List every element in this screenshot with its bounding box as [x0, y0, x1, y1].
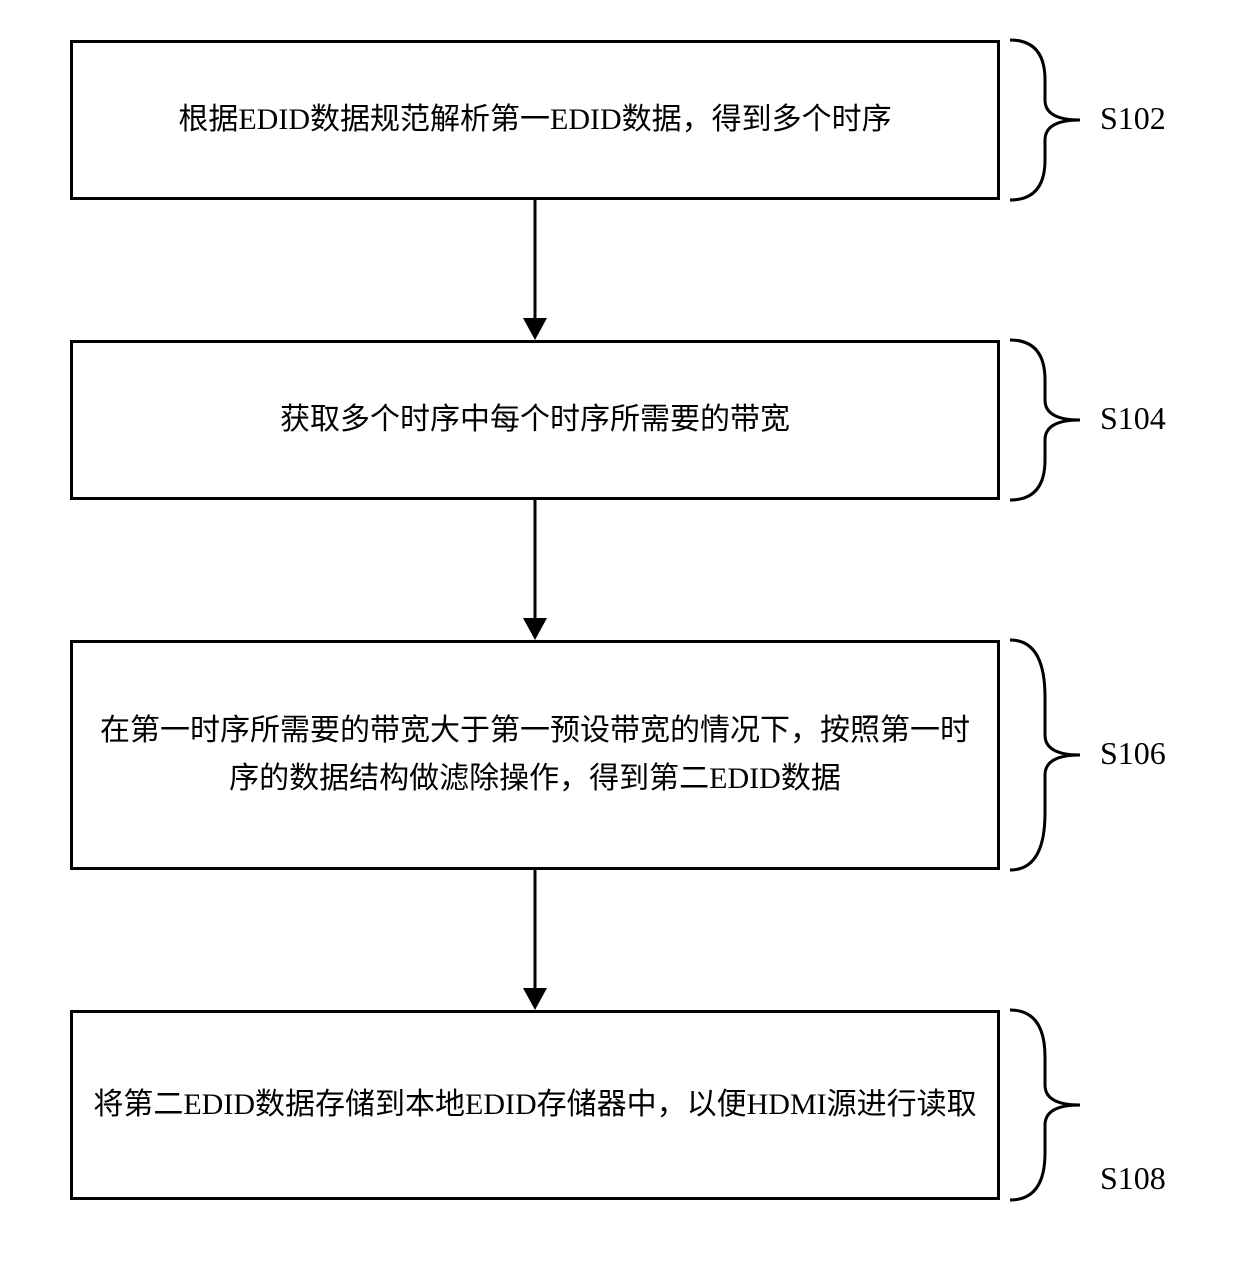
- flowchart-node-s108: 将第二EDID数据存储到本地EDID存储器中，以便HDMI源进行读取: [70, 1010, 1000, 1200]
- node-text: 获取多个时序中每个时序所需要的带宽: [280, 396, 790, 444]
- step-label-s106: S106: [1100, 735, 1166, 772]
- brace-s104: [1000, 340, 1100, 500]
- node-text: 根据EDID数据规范解析第一EDID数据，得到多个时序: [178, 96, 891, 144]
- brace-s108: [1000, 1010, 1100, 1200]
- arrow-n2-n3: [515, 500, 555, 640]
- flowchart-node-s106: 在第一时序所需要的带宽大于第一预设带宽的情况下，按照第一时序的数据结构做滤除操作…: [70, 640, 1000, 870]
- arrow-n3-n4: [515, 870, 555, 1010]
- brace-s102: [1000, 40, 1100, 200]
- node-text: 在第一时序所需要的带宽大于第一预设带宽的情况下，按照第一时序的数据结构做滤除操作…: [93, 707, 977, 803]
- brace-s106: [1000, 640, 1100, 870]
- flowchart-canvas: 根据EDID数据规范解析第一EDID数据，得到多个时序 S102 获取多个时序中…: [0, 0, 1240, 1284]
- flowchart-node-s104: 获取多个时序中每个时序所需要的带宽: [70, 340, 1000, 500]
- step-label-s104: S104: [1100, 400, 1166, 437]
- step-label-s102: S102: [1100, 100, 1166, 137]
- flowchart-node-s102: 根据EDID数据规范解析第一EDID数据，得到多个时序: [70, 40, 1000, 200]
- node-text: 将第二EDID数据存储到本地EDID存储器中，以便HDMI源进行读取: [93, 1081, 976, 1129]
- arrow-n1-n2: [515, 200, 555, 340]
- step-label-s108: S108: [1100, 1160, 1166, 1197]
